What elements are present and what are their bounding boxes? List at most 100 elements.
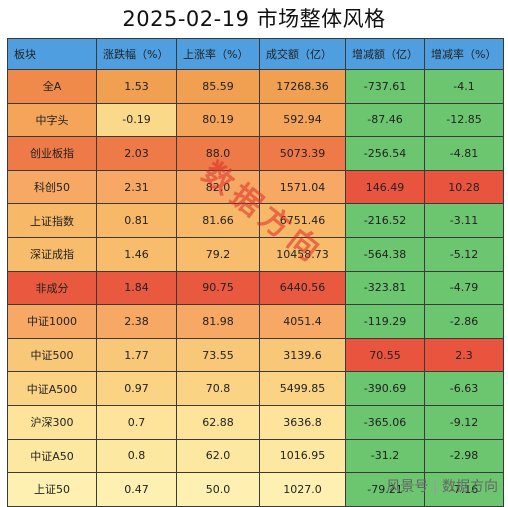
cell-change-pct: 2.31 [96, 169, 177, 205]
cell-advance-rate: 80.19 [176, 102, 260, 138]
cell-advance-rate: 50.0 [176, 472, 260, 507]
cell-advance-rate: 79.2 [176, 236, 260, 272]
cell-turnover-change-rate: -2.86 [424, 304, 504, 339]
table-row: 深证成指 1.46 79.2 10458.73 -564.38 -5.12 [7, 236, 504, 272]
cell-turnover: 17268.36 [259, 69, 346, 104]
table-row: 上证指数 0.81 81.66 6751.46 -216.52 -3.11 [7, 203, 504, 238]
cell-turnover-change: -119.29 [345, 304, 425, 339]
table-row: 中证1000 2.38 81.98 4051.4 -119.29 -2.86 [7, 304, 504, 339]
cell-turnover: 6751.46 [259, 203, 346, 238]
cell-advance-rate: 88.0 [176, 136, 260, 171]
cell-advance-rate: 82.0 [176, 169, 260, 205]
table-row: 非成分 1.84 90.75 6440.56 -323.81 -4.79 [7, 270, 504, 306]
cell-turnover: 3139.6 [259, 337, 346, 373]
cell-sector: 科创50 [7, 169, 97, 205]
cell-change-pct: 1.84 [96, 270, 177, 306]
cell-turnover-change-rate: 2.3 [424, 337, 504, 373]
cell-change-pct: 0.97 [96, 371, 177, 406]
cell-change-pct: 0.47 [96, 472, 177, 507]
cell-turnover-change-rate: -4.1 [424, 69, 504, 104]
cell-turnover-change-rate: -4.81 [424, 136, 504, 171]
cell-advance-rate: 81.98 [176, 304, 260, 339]
cell-turnover-change-rate: -4.79 [424, 270, 504, 306]
header-turnover: 成交额（亿） [259, 38, 346, 70]
cell-advance-rate: 73.55 [176, 337, 260, 373]
cell-turnover-change-rate: -6.63 [424, 371, 504, 406]
cell-turnover: 5499.85 [259, 371, 346, 406]
cell-advance-rate: 70.8 [176, 371, 260, 406]
table-row: 创业板指 2.03 88.0 5073.39 -256.54 -4.81 [7, 136, 504, 171]
table-row: 中证A50 0.8 62.0 1016.95 -31.2 -2.98 [7, 438, 504, 474]
cell-turnover-change: -564.38 [345, 236, 425, 272]
cell-sector: 中字头 [7, 102, 97, 138]
cell-change-pct: 1.77 [96, 337, 177, 373]
table-row: 中证500 1.77 73.55 3139.6 70.55 2.3 [7, 337, 504, 373]
cell-turnover-change: -256.54 [345, 136, 425, 171]
cell-advance-rate: 62.88 [176, 404, 260, 440]
cell-turnover: 1027.0 [259, 472, 346, 507]
cell-advance-rate: 62.0 [176, 438, 260, 474]
cell-change-pct: 0.8 [96, 438, 177, 474]
cell-change-pct: 1.53 [96, 69, 177, 104]
footer-separator: | [432, 479, 438, 495]
cell-turnover: 1016.95 [259, 438, 346, 474]
cell-sector: 中证1000 [7, 304, 97, 339]
cell-sector: 创业板指 [7, 136, 97, 171]
cell-change-pct: 0.81 [96, 203, 177, 238]
cell-sector: 全A [7, 69, 97, 104]
cell-sector: 沪深300 [7, 404, 97, 440]
header-change-pct: 涨跌幅（%） [96, 38, 177, 70]
cell-turnover-change: 70.55 [345, 337, 425, 373]
cell-change-pct: -0.19 [96, 102, 177, 138]
cell-turnover-change: -323.81 [345, 270, 425, 306]
page-title: 2025-02-19 市场整体风格 [122, 7, 386, 31]
footer-author: 数据方向 [442, 479, 498, 495]
cell-turnover-change: 146.49 [345, 169, 425, 205]
cell-sector: 深证成指 [7, 236, 97, 272]
cell-turnover-change-rate: -5.12 [424, 236, 504, 272]
cell-sector: 非成分 [7, 270, 97, 306]
cell-change-pct: 0.7 [96, 404, 177, 440]
cell-turnover-change: -365.06 [345, 404, 425, 440]
cell-turnover-change: -87.46 [345, 102, 425, 138]
cell-advance-rate: 90.75 [176, 270, 260, 306]
cell-change-pct: 2.03 [96, 136, 177, 171]
cell-advance-rate: 85.59 [176, 69, 260, 104]
cell-turnover-change-rate: -12.85 [424, 102, 504, 138]
cell-sector: 中证A500 [7, 371, 97, 406]
footer-platform: 风景号 [386, 479, 429, 495]
cell-turnover-change: -737.61 [345, 69, 425, 104]
cell-turnover-change-rate: -9.12 [424, 404, 504, 440]
cell-turnover: 10458.73 [259, 236, 346, 272]
table-row: 中字头 -0.19 80.19 592.94 -87.46 -12.85 [7, 102, 504, 138]
cell-change-pct: 2.38 [96, 304, 177, 339]
cell-turnover-change-rate: 10.28 [424, 169, 504, 205]
cell-turnover-change: -31.2 [345, 438, 425, 474]
header-turnover-change: 增减额（亿） [345, 38, 425, 70]
cell-advance-rate: 81.66 [176, 203, 260, 238]
cell-turnover: 6440.56 [259, 270, 346, 306]
cell-turnover: 1571.04 [259, 169, 346, 205]
cell-change-pct: 1.46 [96, 236, 177, 272]
cell-sector: 上证指数 [7, 203, 97, 238]
cell-turnover: 3636.8 [259, 404, 346, 440]
cell-turnover: 592.94 [259, 102, 346, 138]
cell-turnover-change-rate: -3.11 [424, 203, 504, 238]
cell-sector: 中证500 [7, 337, 97, 373]
header-sector: 板块 [7, 38, 97, 70]
market-style-table: 板块 涨跌幅（%） 上涨率（%） 成交额（亿） 增减额（亿） 增减率（%） 全A… [7, 38, 504, 507]
table-body: 全A 1.53 85.59 17268.36 -737.61 -4.1 中字头 -0.19 80… [7, 69, 504, 507]
header-turnover-change-rate: 增减率（%） [424, 38, 504, 70]
table-row: 中证A500 0.97 70.8 5499.85 -390.69 -6.63 [7, 371, 504, 406]
table-row: 全A 1.53 85.59 17268.36 -737.61 -4.1 [7, 69, 504, 104]
cell-turnover-change-rate: -2.98 [424, 438, 504, 474]
cell-turnover: 4051.4 [259, 304, 346, 339]
footer-attribution: 风景号 | 数据方向 [386, 476, 498, 496]
table-row: 科创50 2.31 82.0 1571.04 146.49 10.28 [7, 169, 504, 205]
cell-sector: 中证A50 [7, 438, 97, 474]
table-row: 沪深300 0.7 62.88 3636.8 -365.06 -9.12 [7, 404, 504, 440]
header-advance-rate: 上涨率（%） [176, 38, 260, 70]
cell-sector: 上证50 [7, 472, 97, 507]
cell-turnover-change: -216.52 [345, 203, 425, 238]
header-row: 板块 涨跌幅（%） 上涨率（%） 成交额（亿） 增减额（亿） 增减率（%） [7, 38, 504, 70]
